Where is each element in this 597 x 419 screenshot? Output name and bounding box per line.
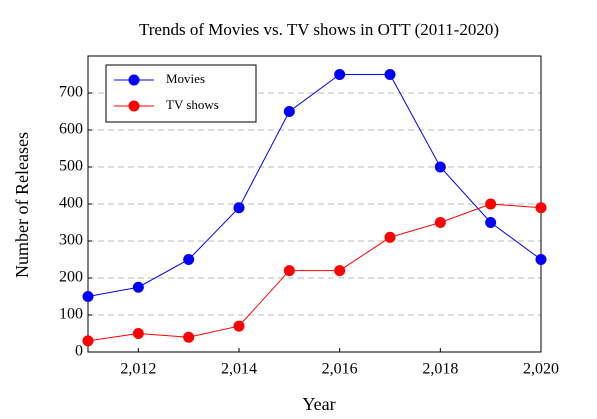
x-tick-label: 2,014 <box>221 361 257 378</box>
data-point <box>434 161 446 173</box>
series-line <box>87 203 542 342</box>
data-point <box>283 265 295 277</box>
data-point <box>485 198 497 210</box>
legend-label: TV shows <box>166 97 219 112</box>
y-tick-label: 100 <box>59 306 83 323</box>
x-tick-label: 2,016 <box>322 361 358 378</box>
data-point <box>82 335 94 347</box>
data-point <box>82 291 94 302</box>
data-point <box>384 231 396 243</box>
data-point <box>535 254 547 265</box>
y-tick-label: 200 <box>59 269 83 286</box>
x-tick-label: 2,018 <box>422 361 458 378</box>
y-axis-label: Number of Releases <box>12 132 32 278</box>
data-point <box>334 69 346 80</box>
data-point <box>183 331 195 343</box>
y-tick-label: 700 <box>59 84 83 101</box>
data-point <box>535 202 547 214</box>
legend-box <box>105 64 257 123</box>
y-tick-label: 600 <box>59 121 83 138</box>
legend-marker <box>128 74 140 86</box>
y-tick-label: 400 <box>59 195 83 212</box>
data-point <box>132 281 144 293</box>
data-point <box>334 265 346 277</box>
chart-title: Trends of Movies vs. TV shows in OTT (20… <box>139 20 499 39</box>
data-point <box>283 106 295 117</box>
data-point <box>132 328 144 339</box>
data-point <box>233 320 245 332</box>
x-tick-label: 2,012 <box>120 361 156 378</box>
series-line <box>87 74 542 297</box>
y-tick-label: 300 <box>59 232 83 249</box>
data-point <box>384 69 396 80</box>
x-tick-label: 2,020 <box>523 361 559 378</box>
data-point <box>485 217 497 228</box>
data-point <box>183 254 195 265</box>
y-tick-label: 0 <box>75 343 83 360</box>
y-tick-label: 500 <box>59 158 83 175</box>
data-point <box>434 217 446 228</box>
x-axis-label: Year <box>302 394 335 414</box>
data-point <box>233 202 245 214</box>
legend-label: Movies <box>166 71 205 86</box>
legend-marker <box>128 100 140 112</box>
